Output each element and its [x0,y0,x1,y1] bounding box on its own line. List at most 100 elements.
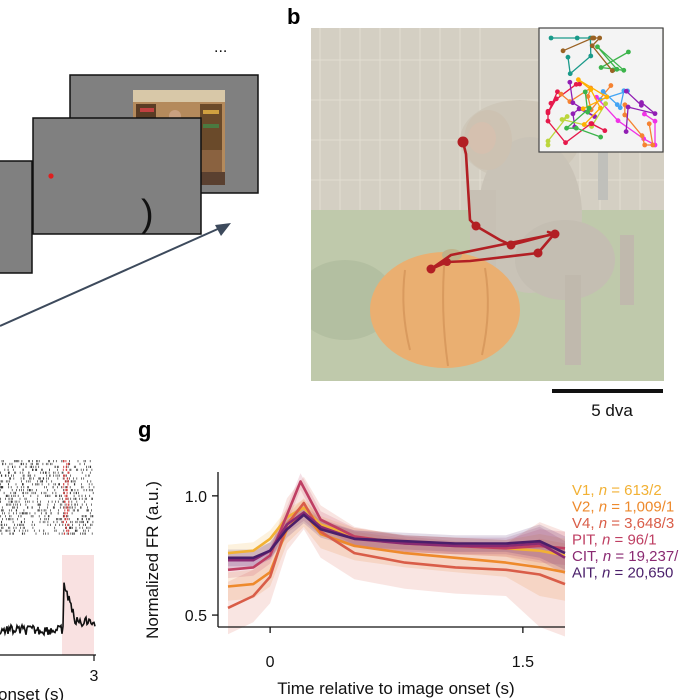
time-arrow-head [215,223,231,236]
inset-fixation [585,94,591,99]
inset-fixation [639,100,644,105]
inset-fixation [545,142,551,148]
series-line-V2 [227,511,566,588]
x-axis-label: Time relative to image onset (s) [277,679,514,698]
legend-prefix: V4, [572,515,599,532]
legend-prefix: CIT, [572,548,603,565]
inset-fixation [548,35,554,41]
legend-prefix: PIT, [572,532,602,549]
inset-fixation [602,128,608,134]
fixation-point-2 [471,221,481,231]
sequence-ellipsis: ... [214,39,227,56]
x-tick-label-0: 0 [266,654,275,671]
inset-fixation [621,67,627,73]
inset-fixation [646,121,652,127]
legend: V1, n = 613/2V2, n = 1,009/1V4, n = 3,64… [572,482,679,582]
psth-xlabel: onset (s) [0,685,64,700]
fixation-point-7 [443,258,451,266]
inset-fixation [545,108,551,114]
fixation-point-6 [426,264,436,274]
legend-entry-AIT: AIT, n = 20,650 [572,565,673,582]
inset-fixation [570,100,576,106]
y-tick-label-0.5: 0.5 [185,608,207,625]
fixation-dot [48,173,54,179]
inset-fixation [603,101,609,107]
inset-fixation [623,129,629,135]
inset-fixation [563,140,568,146]
inset-fixation [553,96,559,102]
inset-fixation [642,111,647,117]
inset-scanpath [562,37,613,72]
inset-fixation [598,105,603,111]
inset-fixation [586,105,592,111]
inset-fixation [590,35,595,41]
panel-a: ... ) [0,39,259,327]
inset-fixation [548,100,554,106]
time-arrow [0,227,221,327]
fixation-points [426,136,560,274]
legend-prefix: AIT, [572,565,602,582]
inset-fixation [609,68,615,74]
legend-count: = 613/2 [607,482,662,499]
scanpath-inset [538,27,664,153]
inset-fixation [582,89,588,95]
inset-fixation [575,77,581,83]
panel-letter-b: b [287,4,300,29]
inset-fixation [614,66,620,72]
inset-fixation [626,49,631,55]
inset-fixation [588,53,594,59]
inset-fixation [642,142,648,148]
inset-fixation [597,35,603,41]
series-line-V4 [227,501,566,610]
legend-count: = 3,648/3 [607,515,674,532]
inset-fixation [598,65,604,70]
legend-entry-V4: V4, n = 3,648/3 [572,515,674,532]
inset-fixation [574,35,580,41]
inset-fixation [545,118,551,124]
legend-count: = 1,009/1 [607,499,674,516]
inset-fixation [652,118,658,124]
g-axes: 1.0 0.5 0 1.5 Time relative to image ons… [143,472,565,698]
inset-fixation [600,89,606,94]
fixation-point-5 [533,248,543,258]
spike-raster [0,458,96,536]
inset-fixation [567,79,573,85]
inset-fixation [573,81,579,87]
legend-entry-V2: V2, n = 1,009/1 [572,499,674,516]
panel-letter-g: g [138,417,151,442]
legend-n: n [599,515,607,532]
fixation-point-1 [457,136,469,148]
inset-fixation [595,44,600,50]
inset-fixation [585,109,591,115]
legend-entry-CIT: CIT, n = 19,237/ [572,548,679,565]
legend-entry-V1: V1, n = 613/2 [572,482,662,499]
inset-fixation [570,111,576,117]
legend-count: = 96/1 [610,532,656,549]
inset-fixation [622,112,628,118]
legend-entry-PIT: PIT, n = 96/1 [572,532,657,549]
y-axis-label: Normalized FR (a.u.) [143,481,162,639]
legend-prefix: V2, [572,499,599,516]
x-tick-label-1.5: 1.5 [512,654,534,671]
error-band-PIT [228,473,565,579]
inset-fixation [588,87,594,92]
panel-f: 3 onset (s) [0,458,99,700]
inset-fixation [589,43,595,49]
inset-fixation [604,94,610,100]
inset-fixation [573,125,579,131]
inset-fixation [625,104,631,110]
bracket-glyph: ) [141,193,154,235]
inset-fixation [652,111,658,117]
scale-bar-label: 5 dva [591,401,633,420]
stimulus-frame-front [0,160,33,274]
legend-prefix: V1, [572,482,599,499]
stimulus-frame-middle [32,117,202,235]
inset-scanpath [577,79,609,126]
inset-fixation [650,142,656,148]
inset-fixation [559,117,565,122]
psth-xtick-3: 3 [90,668,99,685]
inset-fixation [555,89,560,95]
inset-fixation [567,71,573,77]
inset-fixation [588,121,594,127]
highlight-window [62,555,94,655]
